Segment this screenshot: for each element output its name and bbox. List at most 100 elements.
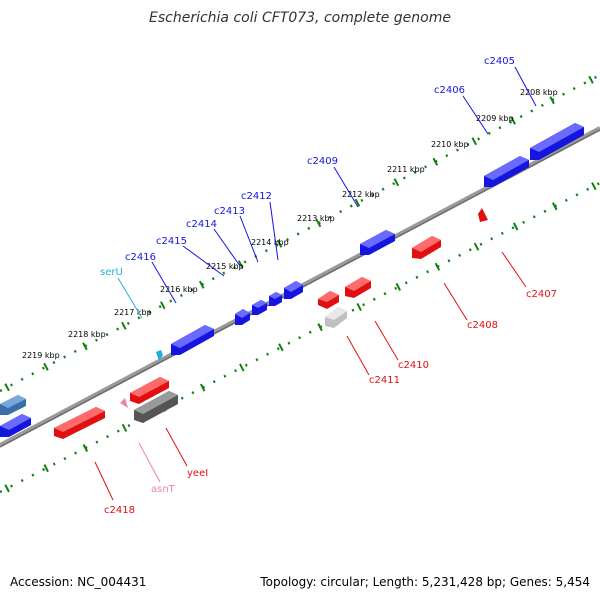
- gene-pseudo[interactable]: [134, 391, 178, 423]
- major-tick: [354, 198, 361, 207]
- gene-c2409[interactable]: [360, 230, 395, 255]
- gene-c2407[interactable]: [478, 208, 488, 222]
- callout-line: [514, 66, 537, 107]
- callout-line: [213, 228, 241, 267]
- label-asnT[interactable]: asnT: [151, 484, 176, 495]
- genome-summary: Topology: circular; Length: 5,231,428 bp…: [260, 575, 590, 589]
- label-c2414[interactable]: c2414: [186, 219, 217, 230]
- tick-label: 2217 kbp: [114, 308, 152, 317]
- gene-c2413[interactable]: [269, 292, 282, 306]
- gene-c2411[interactable]: [325, 307, 347, 328]
- gene-c2406[interactable]: [484, 156, 529, 187]
- major-tick: [237, 260, 244, 269]
- major-tick: [432, 157, 439, 166]
- major-tick: [4, 383, 10, 392]
- callout-line: [138, 442, 161, 483]
- major-tick: [471, 137, 477, 146]
- callout-line: [374, 320, 399, 361]
- gene-c2408[interactable]: [412, 236, 441, 259]
- label-c2405[interactable]: c2405: [484, 56, 515, 67]
- label-c2406[interactable]: c2406: [434, 85, 465, 96]
- tick-label: 2209 kbp: [476, 114, 514, 123]
- tick-label: 2216 kbp: [160, 285, 198, 294]
- major-tick: [239, 363, 245, 372]
- reverse-genes: [54, 208, 488, 439]
- major-tick: [82, 444, 89, 453]
- gene-left-edge-2[interactable]: [0, 414, 31, 437]
- major-tick: [160, 301, 166, 310]
- label-c2412[interactable]: c2412: [241, 191, 272, 202]
- callout-line: [151, 261, 177, 304]
- callout-line: [501, 251, 527, 288]
- gene-left-edge-1[interactable]: [0, 395, 26, 415]
- label-c2418[interactable]: c2418: [104, 505, 135, 516]
- map-title: Escherichia coli CFT073, complete genome: [149, 10, 451, 26]
- major-tick: [315, 219, 322, 228]
- gene-c2415[interactable]: [235, 309, 250, 325]
- accession-text: Accession: NC_004431: [10, 575, 147, 589]
- label-c2410[interactable]: c2410: [398, 360, 429, 371]
- label-c2416[interactable]: c2416: [125, 252, 156, 263]
- gene-asnT[interactable]: [120, 398, 128, 408]
- major-tick: [473, 242, 480, 251]
- gene-serU[interactable]: [156, 350, 163, 361]
- major-tick: [356, 303, 362, 312]
- label-c2413[interactable]: c2413: [214, 206, 245, 217]
- callout-line: [165, 427, 188, 467]
- callout-line: [117, 277, 143, 319]
- tick-label: 2214 kbp: [251, 238, 289, 247]
- tick-label: 2218 kbp: [68, 330, 106, 339]
- major-tick: [198, 280, 205, 289]
- major-tick: [43, 464, 49, 473]
- tick-label: 2211 kbp: [387, 165, 425, 174]
- gene-c2411-upper[interactable]: [318, 291, 339, 309]
- tick-label: 2212 kbp: [342, 190, 380, 199]
- forward-callouts: c2405 c2406 c2409 c2412 c2413 c2414 c241…: [100, 56, 537, 319]
- major-tick: [43, 362, 49, 371]
- gene-c2405[interactable]: [530, 123, 584, 160]
- gene-c2418[interactable]: [54, 407, 105, 439]
- callout-line: [239, 215, 259, 263]
- major-tick: [121, 321, 127, 330]
- major-tick: [4, 484, 10, 493]
- callout-line: [333, 166, 359, 208]
- callout-line: [182, 245, 225, 277]
- major-tick: [121, 423, 128, 432]
- label-c2409[interactable]: c2409: [307, 156, 338, 167]
- major-tick: [512, 222, 519, 231]
- major-tick: [588, 75, 594, 84]
- callout-line: [269, 201, 279, 261]
- callout-line: [94, 461, 114, 501]
- label-serU[interactable]: serU: [100, 267, 123, 278]
- major-tick: [591, 182, 597, 191]
- tick-label: 2208 kbp: [520, 88, 558, 97]
- major-tick: [317, 323, 323, 332]
- gene-yeeI[interactable]: [130, 377, 169, 404]
- major-tick: [395, 282, 402, 291]
- major-tick: [510, 116, 516, 125]
- major-tick: [434, 262, 441, 271]
- label-yeeI[interactable]: yeeI: [187, 468, 208, 479]
- tick-label: 2219 kbp: [22, 351, 60, 360]
- gene-c2412[interactable]: [284, 281, 303, 299]
- reverse-tick-track: [0, 181, 600, 494]
- tick-label: 2215 kbp: [206, 262, 244, 271]
- label-c2415[interactable]: c2415: [156, 236, 187, 247]
- gene-c2416[interactable]: [171, 325, 214, 355]
- forward-tick-track: [0, 73, 600, 393]
- major-tick: [199, 383, 206, 392]
- major-tick: [549, 96, 555, 105]
- callout-line: [346, 335, 370, 376]
- label-c2411[interactable]: c2411: [369, 375, 400, 386]
- forward-genes: [0, 123, 584, 437]
- tick-label: 2210 kbp: [431, 140, 469, 149]
- callout-line: [462, 95, 489, 135]
- gene-c2410[interactable]: [345, 277, 371, 298]
- reverse-callouts: c2407 c2408 c2410 c2411 yeeI asnT c2418: [94, 251, 557, 516]
- gene-c2414[interactable]: [252, 300, 267, 315]
- major-tick: [552, 202, 558, 211]
- label-c2408[interactable]: c2408: [467, 320, 498, 331]
- label-c2407[interactable]: c2407: [526, 289, 557, 300]
- major-tick: [393, 178, 400, 187]
